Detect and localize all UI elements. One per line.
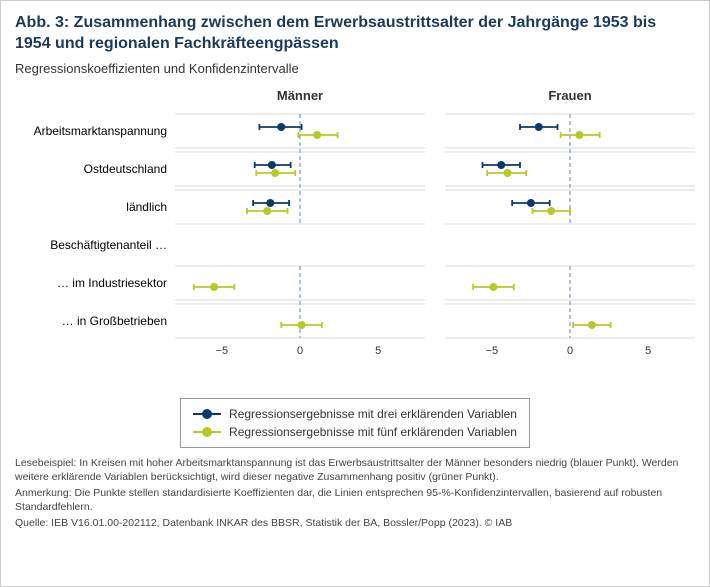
legend-swatch-a (193, 408, 221, 420)
svg-text:−5: −5 (216, 345, 229, 357)
point-marker (588, 321, 596, 329)
footnotes: Lesebeispiel: In Kreisen mit hoher Arbei… (15, 456, 695, 531)
point-marker (575, 131, 583, 139)
row-label: … in Großbetrieben (62, 314, 167, 328)
row-label: Ostdeutschland (84, 162, 167, 176)
legend-swatch-b (193, 426, 221, 438)
svg-text:0: 0 (567, 345, 573, 357)
chart-svg: Männer Frauen Arbeitsmarktanspannung Ostdeu… (15, 84, 697, 394)
point-marker (497, 161, 505, 169)
point-marker (263, 207, 271, 215)
svg-text:0: 0 (297, 345, 303, 357)
legend-item-b: Regressionsergebnisse mit fünf erklärend… (193, 423, 517, 441)
footnote-anmerkung: Anmerkung: Die Punkte stellen standardis… (15, 486, 695, 514)
figure-subtitle: Regressionskoeffizienten und Konfidenzin… (15, 61, 695, 76)
chart-area: Männer Frauen Arbeitsmarktanspannung Ostdeu… (15, 84, 695, 394)
svg-text:5: 5 (645, 345, 651, 357)
point-marker (313, 131, 321, 139)
point-marker (535, 123, 543, 131)
point-marker (547, 207, 555, 215)
point-marker (271, 169, 279, 177)
row-label: Beschäftigtenanteil … (50, 238, 167, 252)
point-marker (298, 321, 306, 329)
row-label: Arbeitsmarktanspannung (34, 124, 167, 138)
legend-label-b: Regressionsergebnisse mit fünf erklärend… (229, 423, 517, 441)
svg-text:Männer: Männer (277, 88, 323, 103)
svg-text:Frauen: Frauen (548, 88, 591, 103)
point-marker (504, 169, 512, 177)
point-marker (268, 161, 276, 169)
figure-title: Abb. 3: Zusammenhang zwischen dem Erwerb… (15, 13, 695, 55)
svg-text:5: 5 (375, 345, 381, 357)
point-marker (489, 283, 497, 291)
svg-text:−5: −5 (486, 345, 499, 357)
point-marker (210, 283, 218, 291)
footnote-lesebeispiel: Lesebeispiel: In Kreisen mit hoher Arbei… (15, 456, 695, 484)
footnote-quelle: Quelle: IEB V16.01.00-202112, Datenbank … (15, 516, 695, 530)
row-label: … im Industriesektor (57, 276, 167, 290)
point-marker (527, 199, 535, 207)
point-marker (266, 199, 274, 207)
row-label: ländlich (126, 200, 167, 214)
figure-container: Abb. 3: Zusammenhang zwischen dem Erwerb… (0, 0, 710, 587)
point-marker (277, 123, 285, 131)
legend-label-a: Regressionsergebnisse mit drei erklärend… (229, 405, 517, 423)
legend-item-a: Regressionsergebnisse mit drei erklärend… (193, 405, 517, 423)
legend-box: Regressionsergebnisse mit drei erklärend… (180, 398, 530, 448)
